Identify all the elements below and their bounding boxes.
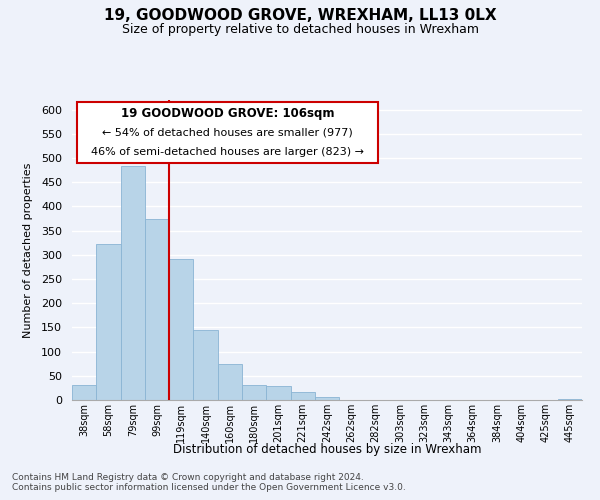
Text: Contains HM Land Registry data © Crown copyright and database right 2024.: Contains HM Land Registry data © Crown c…	[12, 472, 364, 482]
Bar	[242, 384, 266, 400]
Text: 46% of semi-detached houses are larger (823) →: 46% of semi-detached houses are larger (…	[91, 147, 364, 157]
Bar	[193, 330, 218, 400]
Text: 19, GOODWOOD GROVE, WREXHAM, LL13 0LX: 19, GOODWOOD GROVE, WREXHAM, LL13 0LX	[104, 8, 496, 22]
Bar	[169, 259, 193, 400]
FancyBboxPatch shape	[77, 102, 378, 163]
Bar	[290, 392, 315, 400]
Text: Size of property relative to detached houses in Wrexham: Size of property relative to detached ho…	[121, 22, 479, 36]
Text: Contains public sector information licensed under the Open Government Licence v3: Contains public sector information licen…	[12, 482, 406, 492]
Text: ← 54% of detached houses are smaller (977): ← 54% of detached houses are smaller (97…	[102, 127, 353, 137]
Bar	[315, 396, 339, 400]
Text: Distribution of detached houses by size in Wrexham: Distribution of detached houses by size …	[173, 442, 481, 456]
Bar	[145, 218, 169, 400]
Bar	[96, 244, 121, 400]
Y-axis label: Number of detached properties: Number of detached properties	[23, 162, 33, 338]
Bar	[218, 364, 242, 400]
Bar	[266, 386, 290, 400]
Text: 19 GOODWOOD GROVE: 106sqm: 19 GOODWOOD GROVE: 106sqm	[121, 108, 334, 120]
Bar	[558, 398, 582, 400]
Bar	[121, 166, 145, 400]
Bar	[72, 384, 96, 400]
